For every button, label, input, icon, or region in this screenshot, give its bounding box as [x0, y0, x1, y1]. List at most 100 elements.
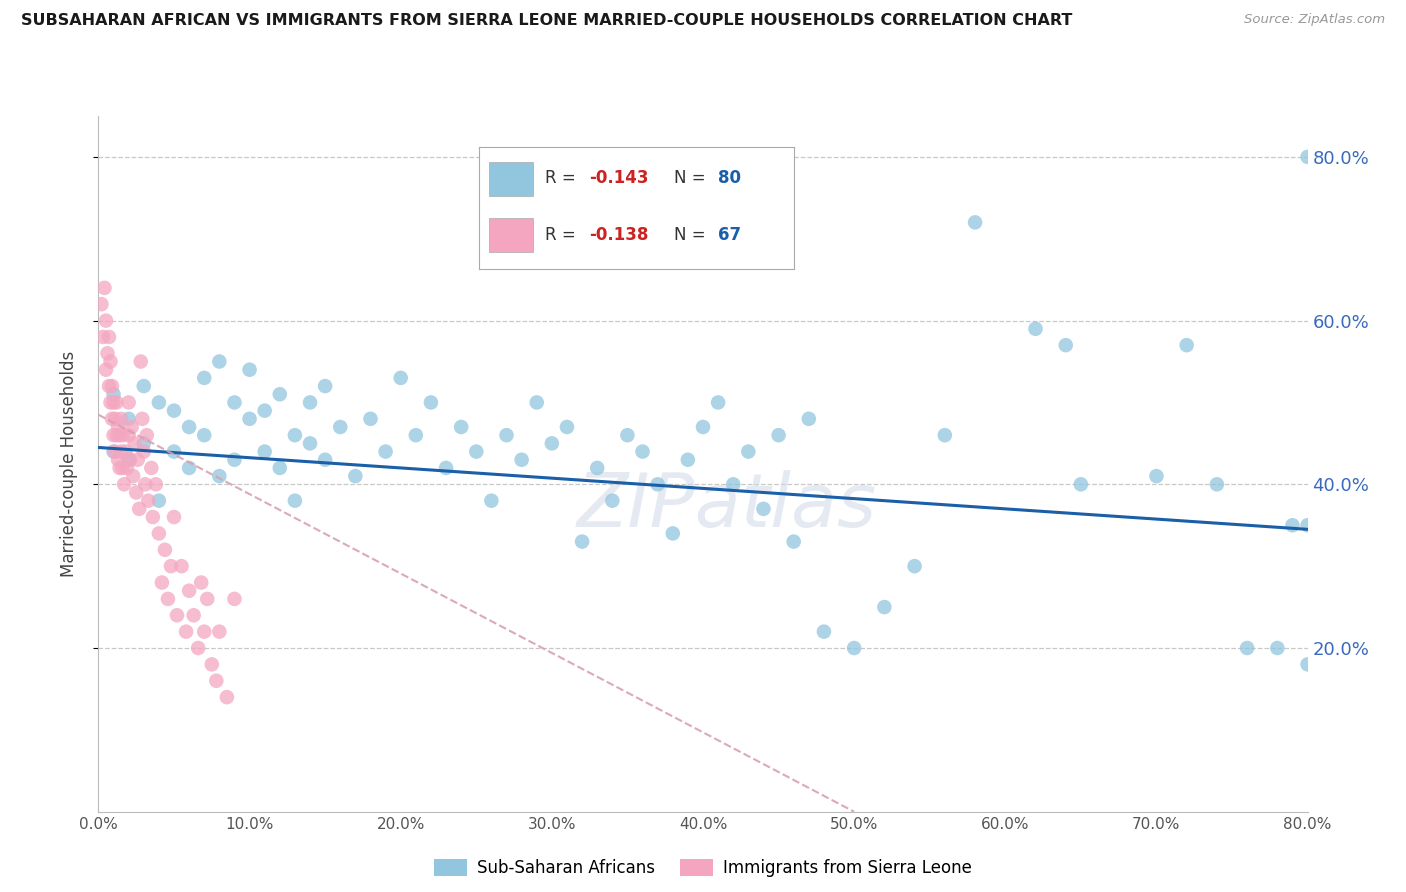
Point: [183, 608, 205, 623]
Point: [107, 420, 129, 434]
Point: [91, 330, 114, 344]
Point: [103, 395, 125, 409]
Point: [284, 493, 307, 508]
Text: N =: N =: [675, 169, 711, 187]
Point: [752, 501, 775, 516]
Point: [96, 346, 118, 360]
Point: [526, 395, 548, 409]
Point: [145, 477, 167, 491]
Point: [1267, 640, 1289, 655]
Point: [783, 534, 806, 549]
Point: [239, 362, 262, 376]
Point: [873, 600, 896, 615]
Point: [586, 461, 609, 475]
Point: [110, 412, 132, 426]
Point: [1296, 150, 1319, 164]
Point: [616, 428, 638, 442]
Point: [208, 354, 231, 368]
Point: [253, 403, 276, 417]
Point: [239, 412, 262, 426]
Point: [662, 526, 685, 541]
Point: [434, 461, 457, 475]
Point: [141, 461, 163, 475]
Point: [134, 477, 156, 491]
Point: [1070, 477, 1092, 491]
Point: [103, 387, 125, 401]
Point: [174, 624, 197, 639]
Point: [105, 395, 128, 409]
Point: [148, 526, 170, 541]
Point: [156, 591, 179, 606]
Point: [115, 461, 138, 475]
Point: [120, 452, 142, 467]
Point: [128, 501, 150, 516]
Point: [94, 362, 117, 376]
Point: [136, 493, 159, 508]
Point: [190, 575, 212, 590]
Point: [127, 452, 149, 467]
Point: [166, 608, 188, 623]
Text: -0.143: -0.143: [589, 169, 648, 187]
Point: [1206, 477, 1229, 491]
Point: [90, 297, 112, 311]
Y-axis label: Married-couple Households: Married-couple Households: [59, 351, 77, 577]
Text: 80: 80: [718, 169, 741, 187]
Point: [1024, 322, 1046, 336]
Legend: Sub-Saharan Africans, Immigrants from Sierra Leone: Sub-Saharan Africans, Immigrants from Si…: [427, 852, 979, 883]
Point: [135, 428, 157, 442]
Bar: [489, 161, 533, 196]
Point: [179, 583, 201, 598]
Point: [208, 469, 231, 483]
Point: [193, 428, 215, 442]
Point: [215, 690, 238, 705]
Point: [1296, 518, 1319, 533]
Point: [195, 591, 218, 606]
Point: [163, 403, 186, 417]
Point: [299, 395, 322, 409]
Point: [205, 673, 228, 688]
Point: [108, 428, 131, 442]
Point: [179, 420, 201, 434]
Point: [103, 428, 125, 442]
Point: [193, 624, 215, 639]
Point: [121, 420, 143, 434]
Point: [132, 444, 155, 458]
Point: [405, 428, 427, 442]
Point: [723, 477, 745, 491]
Point: [269, 461, 291, 475]
Point: [329, 420, 352, 434]
Point: [510, 452, 533, 467]
Point: [269, 387, 291, 401]
Point: [224, 452, 246, 467]
Point: [100, 354, 122, 368]
Point: [108, 461, 131, 475]
Point: [111, 428, 134, 442]
Point: [555, 420, 578, 434]
Point: [101, 379, 124, 393]
Point: [114, 444, 136, 458]
Text: N =: N =: [675, 226, 711, 244]
Point: [1281, 518, 1303, 533]
Point: [844, 640, 866, 655]
Point: [299, 436, 322, 450]
Point: [1144, 469, 1167, 483]
Point: [360, 412, 382, 426]
Point: [707, 395, 730, 409]
Point: [904, 559, 927, 574]
Point: [94, 313, 117, 327]
Point: [104, 444, 127, 458]
Point: [100, 395, 122, 409]
Point: [142, 510, 165, 524]
Point: [98, 330, 121, 344]
Text: -0.138: -0.138: [589, 226, 648, 244]
Bar: [489, 218, 533, 252]
Point: [253, 444, 276, 458]
Text: ZIPatlas: ZIPatlas: [576, 469, 877, 541]
Point: [450, 420, 472, 434]
Point: [105, 428, 128, 442]
Point: [111, 461, 134, 475]
Point: [965, 215, 987, 229]
Point: [107, 452, 129, 467]
Point: [125, 485, 148, 500]
Point: [118, 395, 141, 409]
